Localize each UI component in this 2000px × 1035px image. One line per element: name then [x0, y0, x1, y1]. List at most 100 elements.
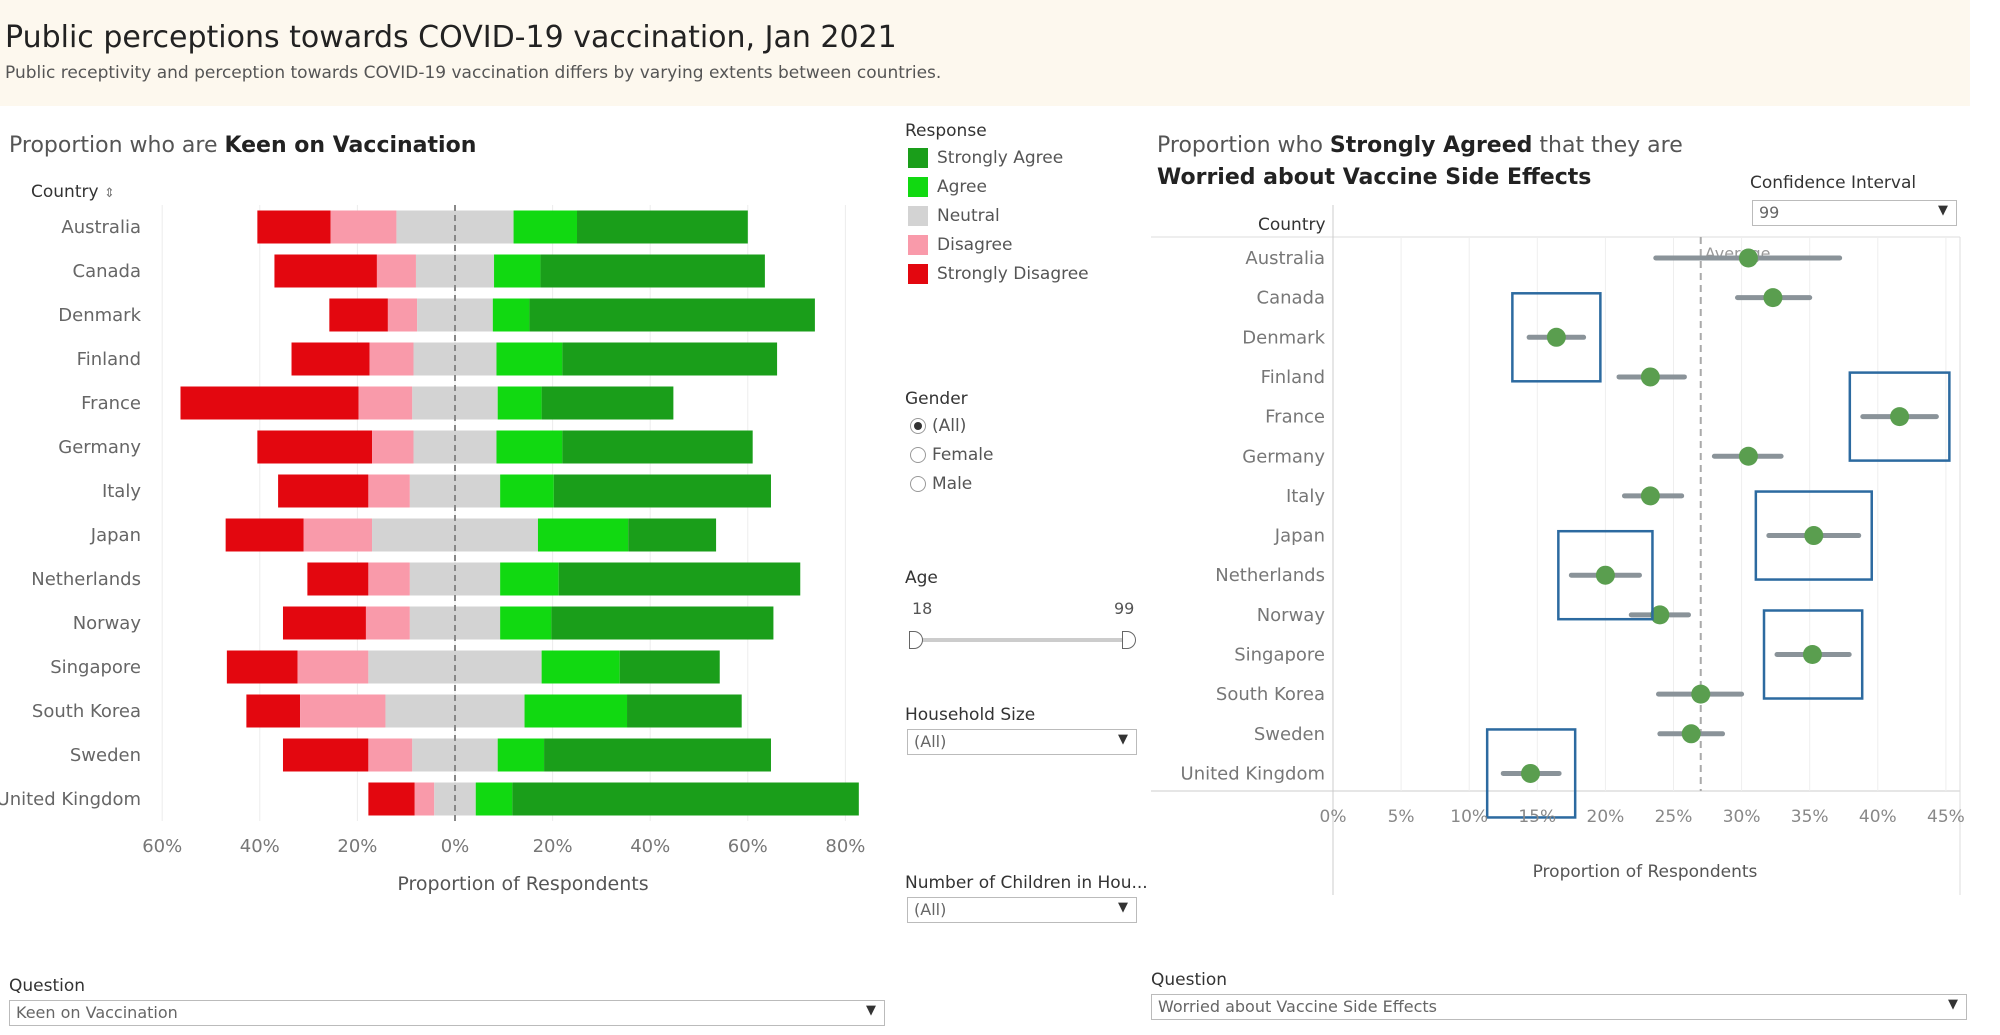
sort-icon[interactable]: ⇕: [103, 186, 115, 201]
bar-segment-strongly-disagree[interactable]: [307, 562, 369, 596]
legend-item[interactable]: Disagree: [908, 235, 1012, 259]
bar-segment-strongly-agree[interactable]: [540, 254, 765, 288]
bar-segment-strongly-disagree[interactable]: [257, 210, 331, 244]
bar-segment-neutral[interactable]: [409, 606, 501, 640]
bar-segment-strongly-agree[interactable]: [619, 650, 720, 684]
data-point[interactable]: [1546, 327, 1566, 347]
bar-segment-agree[interactable]: [500, 562, 559, 596]
data-point[interactable]: [1804, 526, 1824, 546]
right-tick-label: 30%: [1723, 807, 1761, 827]
gender-option-all[interactable]: (All): [910, 416, 966, 436]
legend-item[interactable]: Neutral: [908, 206, 1000, 230]
bar-segment-agree[interactable]: [475, 782, 513, 816]
bar-segment-disagree[interactable]: [300, 694, 386, 728]
data-point[interactable]: [1595, 565, 1615, 585]
bar-segment-agree[interactable]: [496, 430, 563, 464]
data-point[interactable]: [1640, 486, 1660, 506]
household-size-dropdown[interactable]: (All) ▼: [907, 729, 1137, 755]
right-category-label: Denmark: [1242, 327, 1325, 348]
bar-segment-agree[interactable]: [496, 342, 563, 376]
bar-segment-strongly-disagree[interactable]: [180, 386, 359, 420]
data-point[interactable]: [1802, 645, 1822, 664]
bar-segment-strongly-agree[interactable]: [562, 342, 778, 376]
bar-segment-strongly-disagree[interactable]: [282, 606, 366, 640]
bar-segment-strongly-agree[interactable]: [558, 562, 801, 596]
bar-segment-strongly-disagree[interactable]: [246, 694, 301, 728]
bar-segment-neutral[interactable]: [412, 386, 498, 420]
bar-segment-agree[interactable]: [541, 650, 620, 684]
bar-segment-strongly-agree[interactable]: [577, 210, 748, 244]
chevron-down-icon: ▼: [866, 1003, 876, 1018]
bar-segment-disagree[interactable]: [369, 342, 414, 376]
bar-segment-disagree[interactable]: [414, 782, 435, 816]
data-point[interactable]: [1738, 248, 1758, 268]
bar-segment-strongly-agree[interactable]: [562, 430, 753, 464]
data-point[interactable]: [1650, 605, 1670, 625]
right-question-dropdown[interactable]: Worried about Vaccine Side Effects ▼: [1151, 994, 1967, 1020]
highlight-box: [1511, 292, 1602, 383]
bar-segment-agree[interactable]: [524, 694, 628, 728]
left-country-header[interactable]: Country ⇕: [31, 182, 115, 202]
data-point[interactable]: [1520, 763, 1540, 783]
bar-segment-disagree[interactable]: [358, 386, 413, 420]
bar-segment-strongly-disagree[interactable]: [274, 254, 377, 288]
data-point[interactable]: [1890, 407, 1910, 427]
children-dropdown[interactable]: (All) ▼: [907, 897, 1137, 923]
bar-segment-strongly-agree[interactable]: [627, 694, 742, 728]
response-legend-title: Response: [905, 121, 987, 141]
bar-segment-agree[interactable]: [492, 298, 530, 332]
bar-segment-strongly-agree[interactable]: [553, 474, 771, 508]
bar-segment-strongly-disagree[interactable]: [291, 342, 370, 376]
bar-segment-strongly-disagree[interactable]: [278, 474, 369, 508]
bar-segment-strongly-disagree[interactable]: [226, 650, 298, 684]
legend-item[interactable]: Strongly Disagree: [908, 264, 1089, 288]
bar-segment-disagree[interactable]: [297, 650, 369, 684]
left-question-dropdown[interactable]: Keen on Vaccination ▼: [9, 1000, 885, 1026]
bar-segment-disagree[interactable]: [365, 606, 410, 640]
data-point[interactable]: [1681, 724, 1701, 744]
highlight-box: [1557, 529, 1654, 621]
bar-segment-disagree[interactable]: [387, 298, 418, 332]
age-slider-track[interactable]: [916, 638, 1130, 642]
bar-segment-strongly-disagree[interactable]: [282, 738, 369, 772]
right-tick-label: 5%: [1388, 807, 1415, 827]
legend-label: Strongly Agree: [937, 148, 1064, 168]
bar-segment-strongly-disagree[interactable]: [225, 518, 304, 552]
legend-item[interactable]: Agree: [908, 177, 987, 201]
bar-segment-agree[interactable]: [494, 254, 541, 288]
age-slider-min-handle[interactable]: [909, 631, 923, 649]
bar-segment-disagree[interactable]: [368, 562, 410, 596]
bar-segment-disagree[interactable]: [376, 254, 416, 288]
highlight-box: [1754, 490, 1873, 581]
bar-segment-agree[interactable]: [500, 606, 552, 640]
data-point[interactable]: [1738, 446, 1758, 466]
bar-segment-strongly-disagree[interactable]: [329, 298, 388, 332]
gender-option-male[interactable]: Male: [910, 474, 972, 494]
bar-segment-strongly-agree[interactable]: [551, 606, 774, 640]
bar-segment-disagree[interactable]: [303, 518, 373, 552]
bar-segment-strongly-agree[interactable]: [544, 738, 771, 772]
bar-segment-disagree[interactable]: [330, 210, 397, 244]
gender-option-female[interactable]: Female: [910, 445, 993, 465]
bar-segment-disagree[interactable]: [368, 474, 410, 508]
bar-segment-disagree[interactable]: [372, 430, 414, 464]
bar-segment-agree[interactable]: [513, 210, 577, 244]
bar-segment-disagree[interactable]: [368, 738, 413, 772]
age-slider-max-handle[interactable]: [1122, 631, 1136, 649]
bar-segment-strongly-agree[interactable]: [529, 298, 815, 332]
bar-segment-strongly-agree[interactable]: [628, 518, 717, 552]
data-point[interactable]: [1640, 367, 1660, 387]
bar-segment-strongly-disagree[interactable]: [368, 782, 415, 816]
bar-segment-strongly-agree[interactable]: [512, 782, 859, 816]
bar-segment-agree[interactable]: [497, 386, 542, 420]
legend-item[interactable]: Strongly Agree: [908, 148, 1063, 172]
data-point[interactable]: [1763, 288, 1783, 308]
bar-segment-strongly-disagree[interactable]: [257, 430, 373, 464]
bar-segment-strongly-agree[interactable]: [541, 386, 674, 420]
right-category-label: Norway: [1257, 605, 1326, 626]
bar-segment-agree[interactable]: [500, 474, 554, 508]
bar-segment-agree[interactable]: [537, 518, 629, 552]
confidence-interval-dropdown[interactable]: 99 ▼: [1752, 200, 1957, 226]
data-point[interactable]: [1691, 684, 1711, 704]
bar-segment-agree[interactable]: [497, 738, 545, 772]
